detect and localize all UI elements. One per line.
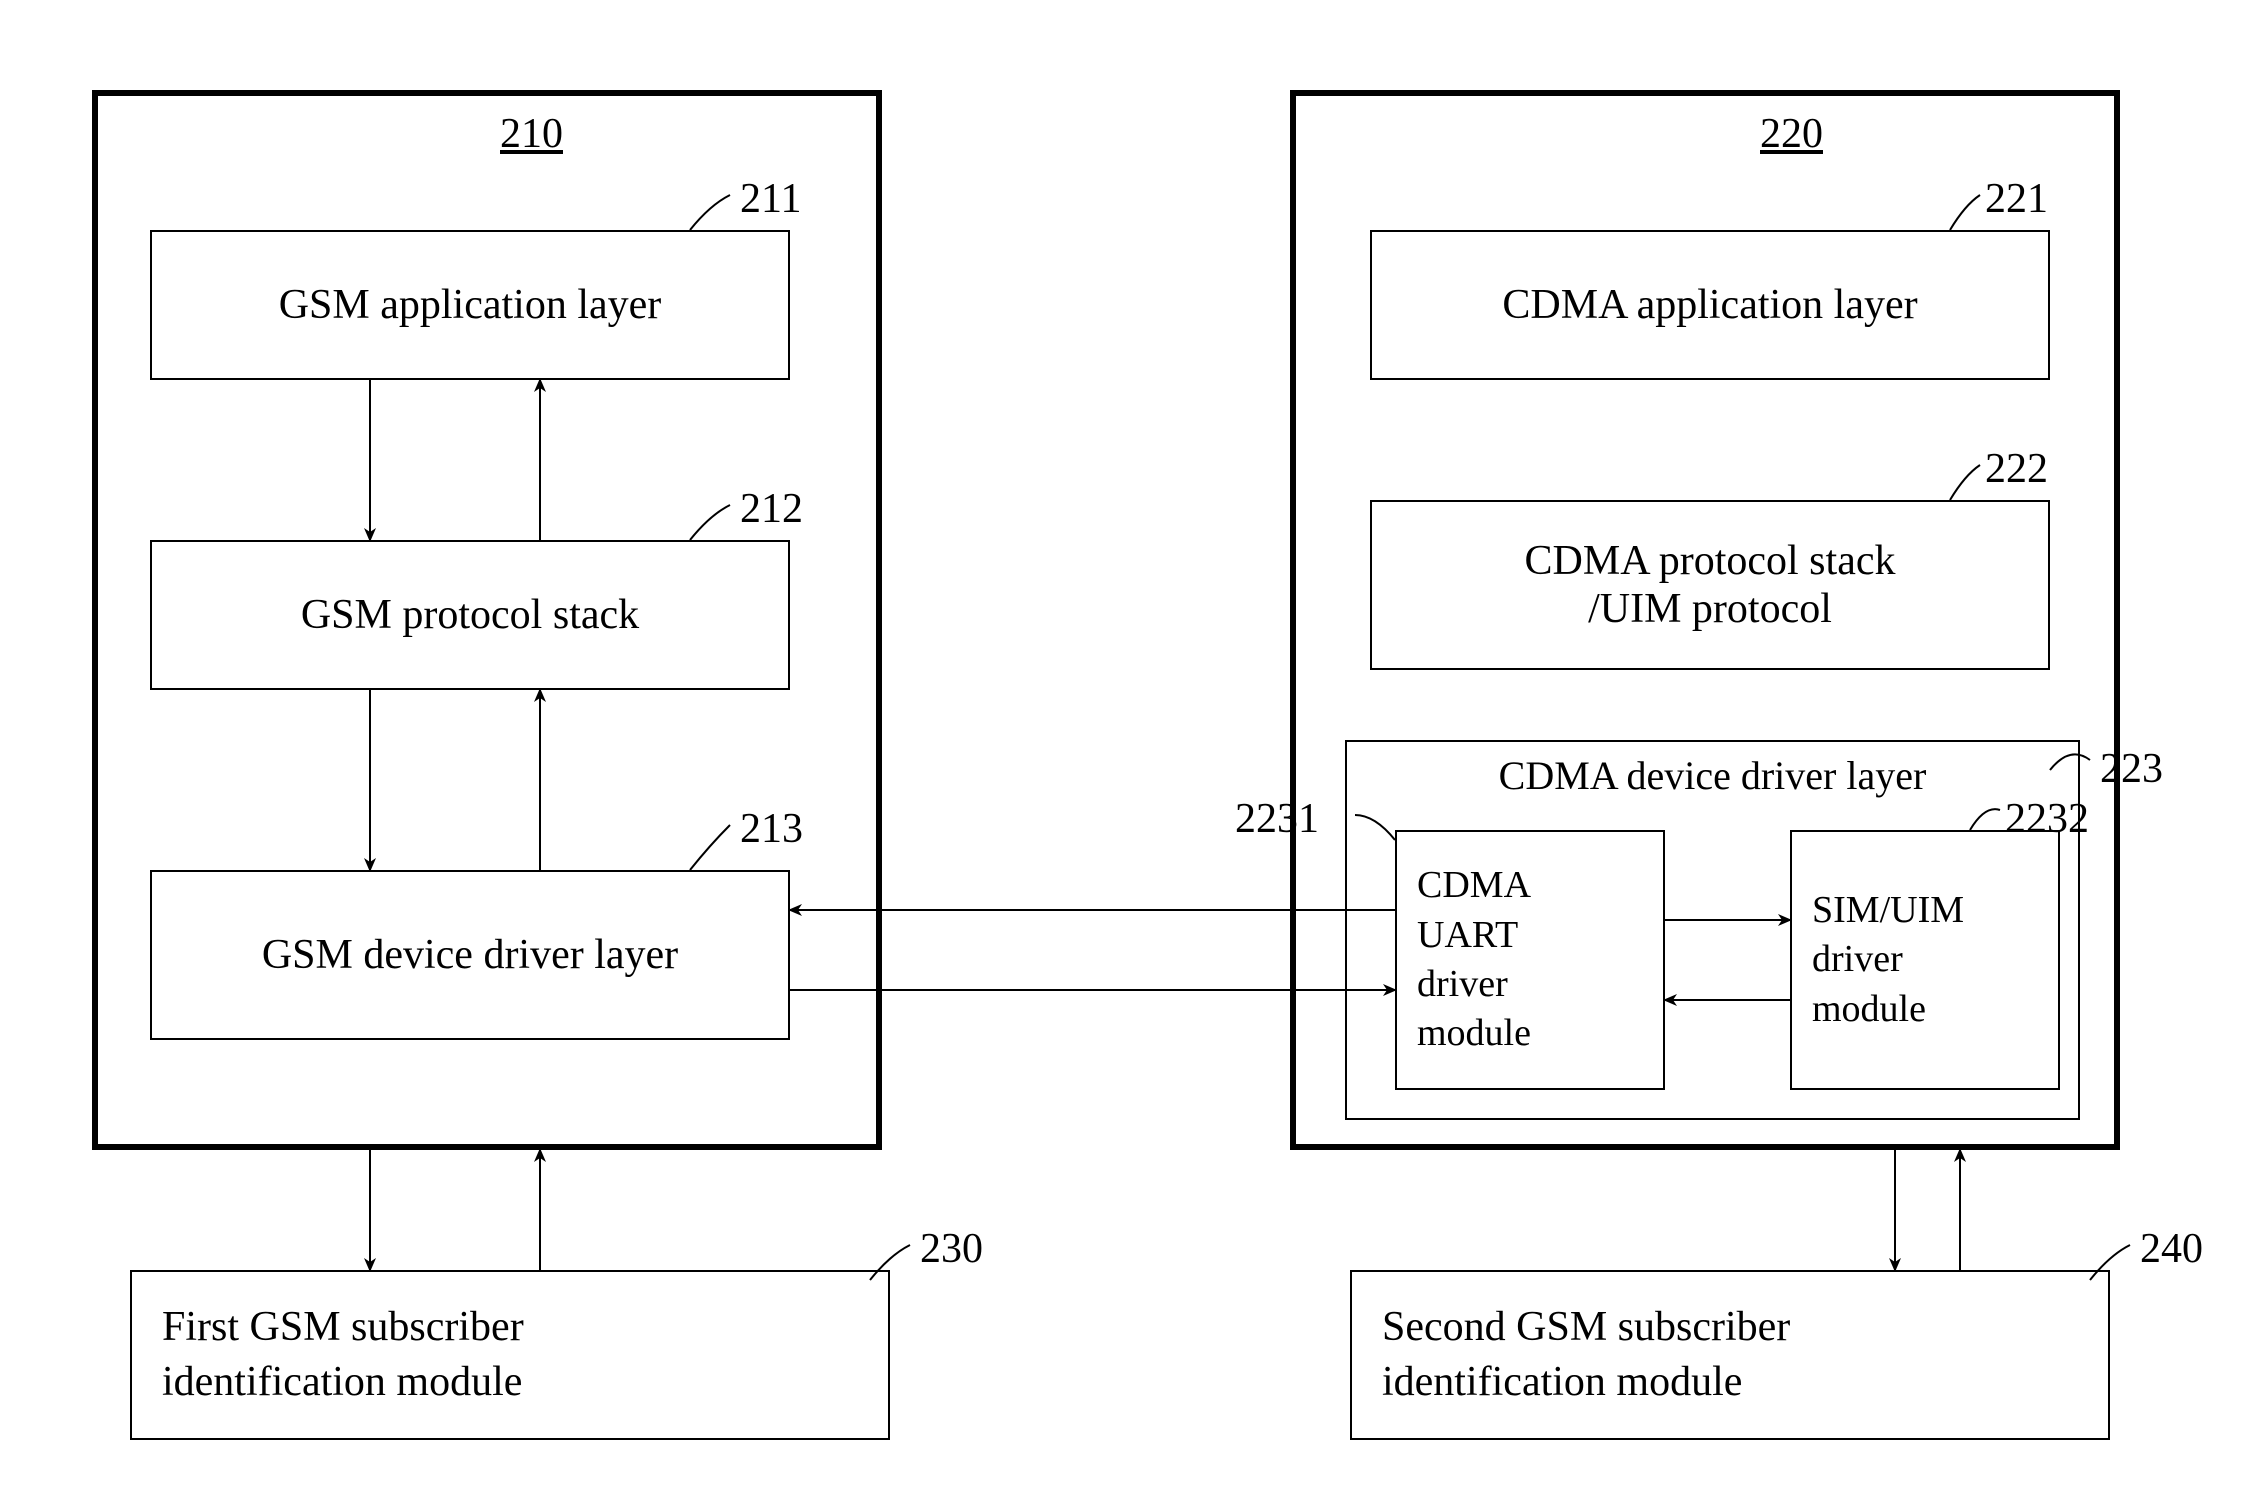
block-cdma-uart-text: CDMA UART driver module (1417, 861, 1531, 1059)
block-gsm-app: GSM application layer (150, 230, 790, 380)
block-second-sim-text: Second GSM subscriber identification mod… (1382, 1300, 1790, 1409)
container-210-id: 210 (500, 110, 563, 158)
block-cdma-stack: CDMA protocol stack /UIM protocol (1370, 500, 2050, 670)
block-cdma-app: CDMA application layer (1370, 230, 2050, 380)
ref-230: 230 (920, 1225, 983, 1273)
block-gsm-stack-text: GSM protocol stack (301, 591, 639, 639)
container-220-id: 220 (1760, 110, 1823, 158)
block-cdma-uart: CDMA UART driver module (1395, 830, 1665, 1090)
block-gsm-app-text: GSM application layer (279, 281, 662, 329)
block-gsm-drv: GSM device driver layer (150, 870, 790, 1040)
block-gsm-drv-text: GSM device driver layer (262, 931, 678, 979)
ref-213: 213 (740, 805, 803, 853)
block-gsm-stack: GSM protocol stack (150, 540, 790, 690)
block-cdma-app-text: CDMA application layer (1502, 281, 1917, 329)
block-cdma-stack-text: CDMA protocol stack /UIM protocol (1525, 537, 1896, 634)
ref-222: 222 (1985, 445, 2048, 493)
block-sim-uim: SIM/UIM driver module (1790, 830, 2060, 1090)
ref-2232: 2232 (2005, 795, 2089, 843)
ref-240: 240 (2140, 1225, 2203, 1273)
ref-2231: 2231 (1235, 795, 1319, 843)
ref-221: 221 (1985, 175, 2048, 223)
block-first-sim-text: First GSM subscriber identification modu… (162, 1300, 524, 1409)
block-cdma-drv-title: CDMA device driver layer (1499, 752, 1927, 799)
block-sim-uim-text: SIM/UIM driver module (1812, 886, 1964, 1034)
diagram-canvas: 210 220 GSM application layer 211 GSM pr… (0, 0, 2264, 1510)
ref-223: 223 (2100, 745, 2163, 793)
ref-211: 211 (740, 175, 801, 223)
block-first-sim: First GSM subscriber identification modu… (130, 1270, 890, 1440)
ref-212: 212 (740, 485, 803, 533)
block-second-sim: Second GSM subscriber identification mod… (1350, 1270, 2110, 1440)
